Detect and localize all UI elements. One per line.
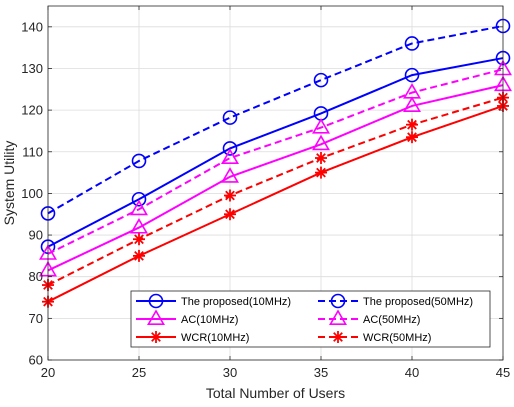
legend-label: WCR(10MHz)	[181, 332, 249, 344]
legend-item: AC(50MHz)	[318, 309, 420, 326]
asterisk-stroke	[333, 332, 343, 342]
asterisk-stroke	[134, 251, 144, 261]
asterisk-stroke	[407, 132, 417, 143]
series-line	[47, 105, 504, 303]
legend-label: WCR(50MHz)	[363, 332, 431, 344]
data-point-asterisk	[406, 118, 418, 131]
x-tick-label: 30	[223, 365, 237, 380]
data-point-circle	[131, 153, 147, 169]
data-point-asterisk	[133, 233, 145, 246]
legend-item: WCR(10MHz)	[136, 331, 249, 344]
legend-box	[130, 290, 491, 348]
data-point-triangle	[403, 96, 421, 112]
series-line	[47, 84, 504, 272]
legend: The proposed(10MHz) The proposed(50MHz) AC…	[130, 290, 491, 348]
legend-item: The proposed(10MHz)	[136, 293, 291, 309]
legend-item: The proposed(50MHz)	[318, 293, 473, 309]
y-tick-label: 110	[22, 144, 43, 159]
legend-label: AC(50MHz)	[363, 314, 420, 326]
asterisk-stroke	[151, 332, 161, 342]
data-point-circle	[222, 141, 238, 156]
data-point-triangle	[312, 118, 330, 134]
legend-label: AC(10MHz)	[181, 314, 238, 326]
data-point-triangle	[221, 167, 239, 183]
legend-label: The proposed(10MHz)	[181, 296, 291, 308]
series-line	[47, 57, 504, 248]
asterisk-stroke	[225, 190, 235, 201]
series-3	[39, 59, 512, 260]
x-tick-label: 20	[41, 365, 55, 380]
data-point-asterisk	[224, 189, 236, 202]
data-point-circle	[313, 72, 329, 88]
data-point-triangle	[221, 148, 239, 165]
data-point-asterisk	[150, 331, 162, 343]
x-tick-label: 25	[132, 365, 146, 380]
plot-frame	[47, 5, 504, 361]
data-point-asterisk	[332, 331, 344, 343]
y-tick-label: 120	[21, 103, 43, 118]
x-tick-label: 40	[405, 365, 419, 380]
data-point-circle	[222, 110, 238, 125]
y-axis-label: System Utility	[1, 141, 17, 226]
data-point-asterisk	[315, 152, 327, 165]
data-point-asterisk	[315, 166, 327, 179]
data-point-circle	[148, 293, 164, 309]
asterisk-stroke	[225, 209, 235, 220]
data-point-triangle	[329, 309, 347, 326]
series-line	[47, 25, 504, 215]
data-point-triangle	[130, 217, 148, 234]
data-point-triangle	[403, 83, 421, 99]
x-axis-label: Total Number of Users	[206, 385, 345, 401]
data-point-circle	[330, 293, 346, 309]
y-tick-label: 140	[21, 19, 43, 34]
asterisk-stroke	[316, 153, 326, 163]
series-line	[47, 96, 504, 286]
x-tick-label: 35	[314, 365, 328, 380]
series-line	[47, 68, 504, 255]
legend-label: The proposed(50MHz)	[363, 296, 473, 308]
asterisk-stroke	[134, 234, 144, 245]
y-tick-label: 90	[29, 228, 43, 243]
data-point-circle	[131, 191, 147, 207]
asterisk-stroke	[316, 167, 326, 178]
y-tick-label: 60	[29, 353, 43, 368]
y-tick-label: 130	[21, 61, 43, 76]
data-point-triangle	[147, 309, 165, 326]
legend-item: AC(10MHz)	[136, 309, 238, 326]
data-point-triangle	[130, 199, 148, 216]
data-point-asterisk	[133, 249, 145, 262]
data-point-triangle	[312, 134, 330, 151]
series-2	[39, 75, 512, 277]
data-point-circle	[404, 67, 420, 83]
y-tick-label: 70	[29, 311, 43, 326]
data-point-asterisk	[406, 131, 418, 144]
asterisk-stroke	[407, 119, 417, 130]
legend-item: WCR(50MHz)	[318, 331, 431, 344]
data-point-circle	[404, 36, 420, 51]
y-tick-label: 100	[21, 186, 43, 201]
x-tick-label: 45	[496, 365, 510, 380]
data-point-asterisk	[224, 208, 236, 221]
axis-ticks: 20 25 30 35 40 45 60 70 80 90 100 110 120 130 140	[21, 6, 510, 380]
y-tick-label: 80	[29, 269, 43, 284]
